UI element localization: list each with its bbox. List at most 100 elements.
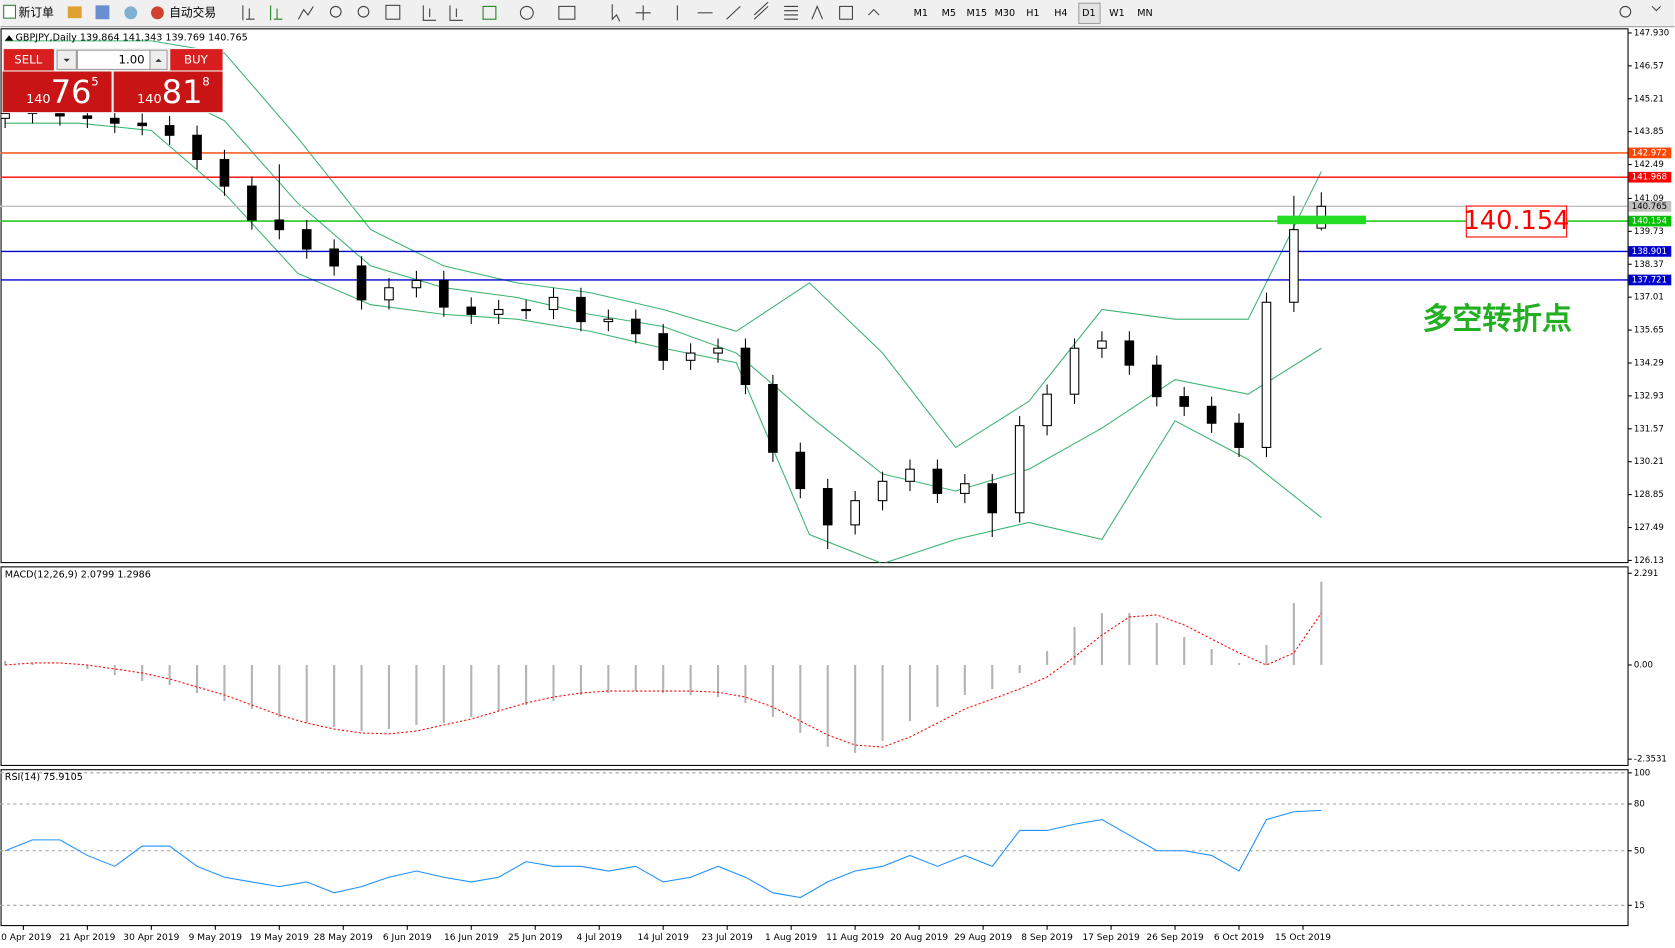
lot-value[interactable]: 1.00 <box>119 52 145 66</box>
bar-chart-icon[interactable] <box>242 5 255 21</box>
buy-label[interactable]: BUY <box>184 52 209 66</box>
zoom-in-icon[interactable] <box>329 5 342 18</box>
collapse-icon[interactable] <box>4 35 14 41</box>
toolbar-icon[interactable] <box>95 5 110 20</box>
candle-body <box>1042 393 1052 427</box>
ask-pips[interactable]: 81 <box>162 73 203 111</box>
candle-body <box>740 347 751 386</box>
candle-body <box>1179 396 1189 407</box>
y-tick-label: 141.09 <box>1634 194 1664 204</box>
fibo-icon[interactable] <box>784 5 798 20</box>
timeframe-button[interactable]: M15 <box>967 8 988 19</box>
trendline-icon[interactable] <box>726 6 741 20</box>
text-icon[interactable] <box>811 5 824 20</box>
y-tick-label: 134.29 <box>1634 358 1664 368</box>
x-tick-label: 16 Jun 2019 <box>444 933 499 943</box>
y-tick-label: 131.57 <box>1634 424 1664 434</box>
line-chart-icon[interactable] <box>297 6 314 20</box>
new-order-icon[interactable] <box>3 4 17 19</box>
search-icon[interactable] <box>1619 5 1632 18</box>
ask-box[interactable] <box>113 71 223 113</box>
toolbar-icon[interactable] <box>67 6 82 19</box>
indicators-icon[interactable] <box>482 5 497 20</box>
menu-icon[interactable] <box>1651 6 1661 12</box>
timeframes: M1 M5 M15 M30 H1 H4 D1 W1 MN <box>914 8 1153 19</box>
level-label-bg <box>1628 274 1672 286</box>
channel-icon[interactable] <box>753 1 769 20</box>
level-label: 140.154 <box>1632 217 1667 227</box>
candle-body <box>603 318 614 323</box>
x-tick-label: 20 Aug 2019 <box>890 933 948 943</box>
x-tick-label: 9 May 2019 <box>189 933 243 943</box>
timeframe-button[interactable]: M30 <box>995 8 1015 19</box>
x-tick-label: 26 Sep 2019 <box>1146 933 1204 943</box>
auto-trading-button[interactable]: 自动交易 <box>169 5 216 19</box>
candle-body <box>356 265 367 301</box>
bid-big[interactable]: 140 <box>26 92 50 107</box>
macd-frame <box>0 566 1629 766</box>
cursor-icon[interactable] <box>611 4 621 22</box>
candle-body <box>521 308 531 312</box>
scroll-icon[interactable] <box>422 5 437 21</box>
candle-body <box>0 112 10 119</box>
chart-tools <box>242 1 880 22</box>
annotation-box <box>1465 205 1568 238</box>
candle-body <box>109 117 120 124</box>
timeframe-button[interactable]: M5 <box>942 8 956 19</box>
candle-body <box>82 115 93 119</box>
zoom-out-icon[interactable] <box>357 5 370 18</box>
bid-point[interactable]: 5 <box>91 75 98 89</box>
candle-body <box>329 248 339 267</box>
candle-icon[interactable] <box>270 5 283 21</box>
ask-big[interactable]: 140 <box>137 92 161 107</box>
crosshair-icon[interactable] <box>635 5 651 21</box>
candle-body <box>1261 301 1272 448</box>
toolbar-icon[interactable] <box>124 6 138 20</box>
timeframe-button[interactable]: MN <box>1137 8 1152 19</box>
candle-body <box>493 308 504 315</box>
rsi-title: RSI(14) 75.9105 <box>5 772 83 783</box>
y-tick-label: 130.21 <box>1634 457 1664 467</box>
timeframe-button[interactable]: H4 <box>1054 8 1067 19</box>
timeframe-button[interactable]: M1 <box>914 8 928 19</box>
sell-button[interactable] <box>3 49 54 71</box>
x-tick-label: 30 Apr 2019 <box>123 933 179 943</box>
x-tick-label: 8 Sep 2019 <box>1021 933 1073 943</box>
buy-button[interactable] <box>170 49 223 71</box>
new-order-button[interactable]: 新订单 <box>19 5 54 19</box>
candle-body <box>685 352 696 361</box>
bid-pips[interactable]: 76 <box>51 73 92 111</box>
arrows-icon[interactable] <box>868 8 880 16</box>
rsi-line <box>4 809 1322 899</box>
level-label-bg <box>1628 147 1672 159</box>
periods-icon[interactable] <box>519 5 534 20</box>
y-tick-label: 2.291 <box>1634 569 1658 579</box>
x-tick-label: 19 May 2019 <box>250 933 309 943</box>
timeframe-button[interactable]: H1 <box>1026 8 1039 19</box>
y-tick-label: 147.930 <box>1634 28 1669 38</box>
active-timeframe <box>1078 2 1101 25</box>
candle-body <box>192 134 202 161</box>
templates-icon[interactable] <box>558 5 576 20</box>
sell-label[interactable]: SELL <box>14 52 42 66</box>
ask-point[interactable]: 8 <box>202 75 209 89</box>
timeframe-button[interactable]: W1 <box>1109 8 1125 19</box>
lot-up-arrow[interactable] <box>155 58 162 62</box>
tile-icon[interactable] <box>385 4 401 20</box>
annotation-price: 140.154 <box>1464 206 1570 236</box>
label-icon[interactable] <box>839 5 853 20</box>
level-label-bg <box>1628 246 1672 257</box>
shift-icon[interactable] <box>449 5 463 21</box>
y-tick-label: 138.37 <box>1634 260 1664 270</box>
y-tick-label: 137.01 <box>1634 293 1664 303</box>
y-tick-label: 127.49 <box>1634 523 1664 533</box>
candle-body <box>576 296 586 323</box>
candle-body <box>877 480 888 502</box>
auto-trading-icon[interactable] <box>151 6 164 20</box>
lot-down-arrow[interactable] <box>63 58 70 62</box>
axes: 147.930 146.57 145.21 143.85 142.49 141.09 139… <box>0 28 1672 943</box>
timeframe-button[interactable]: D1 <box>1082 8 1096 19</box>
bid-box[interactable] <box>2 71 112 113</box>
x-tick-label: 4 Jul 2019 <box>576 933 622 943</box>
